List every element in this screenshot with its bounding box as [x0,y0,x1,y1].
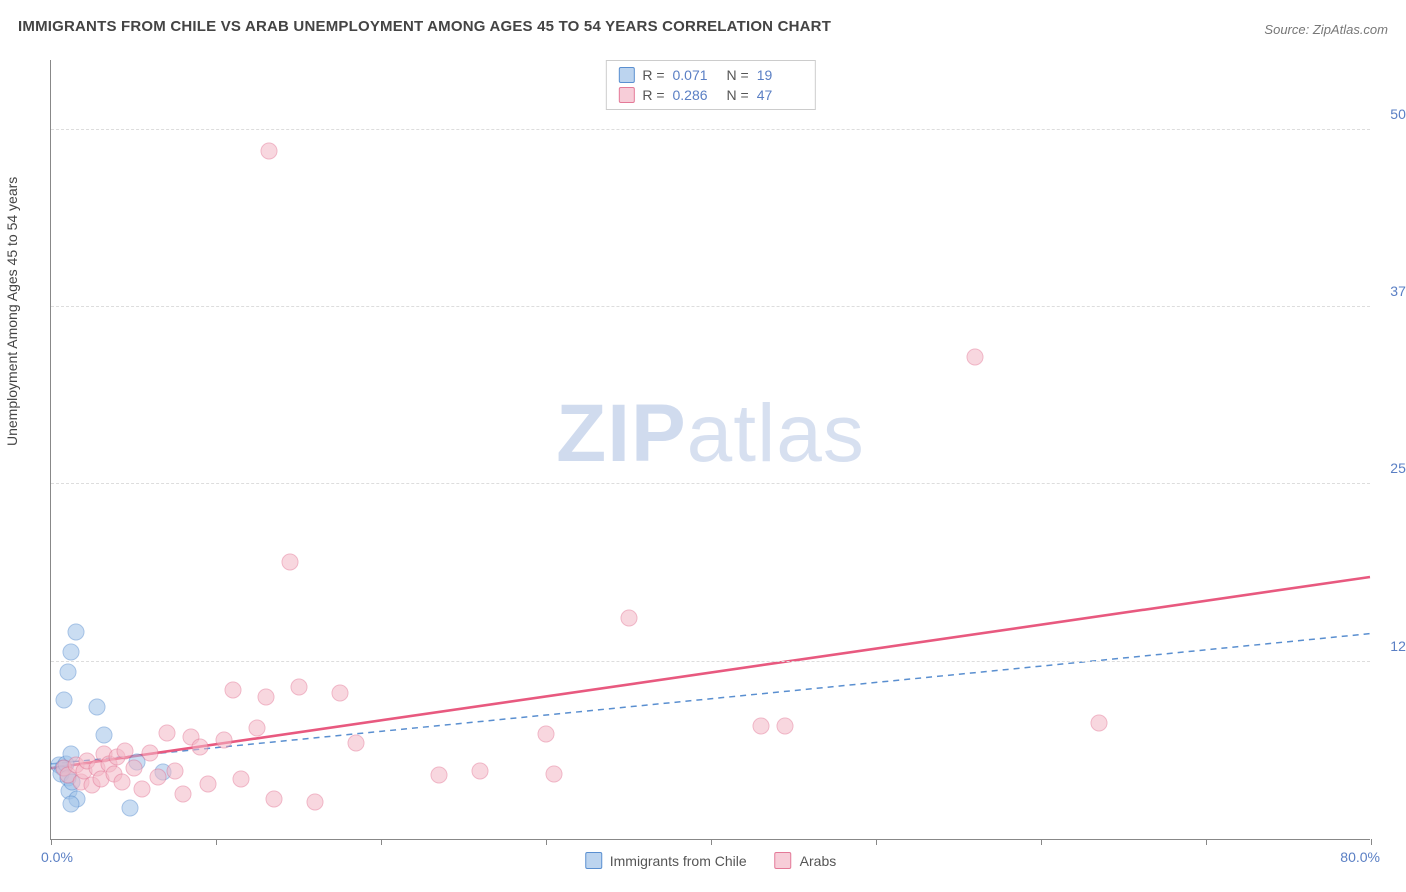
data-point [546,765,563,782]
scatter-plot: ZIPatlas R = 0.071 N = 19 R = 0.286 N = … [50,60,1370,840]
data-point [265,791,282,808]
y-tick-label: 50.0% [1390,106,1406,122]
x-tick [711,839,712,845]
data-point [282,554,299,571]
legend-swatch-arabs [618,87,634,103]
data-point [62,643,79,660]
data-point [777,717,794,734]
legend-r-label: R = [642,87,664,103]
y-tick-label: 12.5% [1390,638,1406,654]
legend-n-label: N = [727,67,749,83]
x-axis-end-label: 80.0% [1340,849,1380,865]
x-tick [1206,839,1207,845]
data-point [224,682,241,699]
data-point [122,799,139,816]
data-point [56,692,73,709]
watermark-bold: ZIP [556,388,687,479]
x-axis-start-label: 0.0% [41,849,73,865]
legend-swatch-arabs [775,852,792,869]
data-point [257,689,274,706]
x-tick [216,839,217,845]
data-point [191,738,208,755]
y-axis-title: Unemployment Among Ages 45 to 54 years [4,177,20,446]
legend-n-value-arabs: 47 [757,87,803,103]
legend-n-label: N = [727,87,749,103]
gridline [51,483,1370,484]
data-point [538,726,555,743]
data-point [150,768,167,785]
legend-swatch-chile [585,852,602,869]
data-point [249,720,266,737]
legend-stats-row: R = 0.071 N = 19 [618,65,802,85]
data-point [95,727,112,744]
data-point [752,717,769,734]
legend-series: Immigrants from Chile Arabs [585,852,837,869]
watermark: ZIPatlas [556,387,865,481]
data-point [199,775,216,792]
data-point [348,734,365,751]
chart-title: IMMIGRANTS FROM CHILE VS ARAB UNEMPLOYME… [18,18,831,35]
data-point [307,794,324,811]
gridline [51,129,1370,130]
y-tick-label: 37.5% [1390,283,1406,299]
data-point [472,762,489,779]
data-point [1090,714,1107,731]
data-point [89,699,106,716]
source-value: ZipAtlas.com [1313,22,1388,37]
data-point [59,663,76,680]
data-point [967,348,984,365]
y-tick-label: 25.0% [1390,460,1406,476]
data-point [331,684,348,701]
data-point [430,767,447,784]
legend-r-value-chile: 0.071 [673,67,719,83]
legend-item-chile: Immigrants from Chile [585,852,747,869]
trend-line [51,577,1370,768]
x-tick [381,839,382,845]
data-point [290,679,307,696]
data-point [67,623,84,640]
legend-stats: R = 0.071 N = 19 R = 0.286 N = 47 [605,60,815,110]
data-point [166,762,183,779]
data-point [142,744,159,761]
data-point [62,795,79,812]
x-tick [1371,839,1372,845]
legend-label-arabs: Arabs [800,853,837,869]
watermark-light: atlas [687,388,865,479]
legend-stats-row: R = 0.286 N = 47 [618,85,802,105]
data-point [175,785,192,802]
data-point [125,760,142,777]
data-point [158,724,175,741]
data-point [216,731,233,748]
legend-item-arabs: Arabs [775,852,837,869]
legend-r-label: R = [642,67,664,83]
x-tick [876,839,877,845]
trend-lines [51,60,1370,839]
data-point [113,774,130,791]
legend-n-value-chile: 19 [757,67,803,83]
data-point [133,781,150,798]
source-credit: Source: ZipAtlas.com [1264,22,1388,37]
trend-line [51,634,1370,764]
x-tick [1041,839,1042,845]
legend-label-chile: Immigrants from Chile [610,853,747,869]
legend-r-value-arabs: 0.286 [673,87,719,103]
gridline [51,306,1370,307]
data-point [260,143,277,160]
source-label: Source: [1264,22,1309,37]
legend-swatch-chile [618,67,634,83]
x-tick [546,839,547,845]
data-point [620,609,637,626]
data-point [117,743,134,760]
gridline [51,661,1370,662]
data-point [232,771,249,788]
x-tick [51,839,52,845]
